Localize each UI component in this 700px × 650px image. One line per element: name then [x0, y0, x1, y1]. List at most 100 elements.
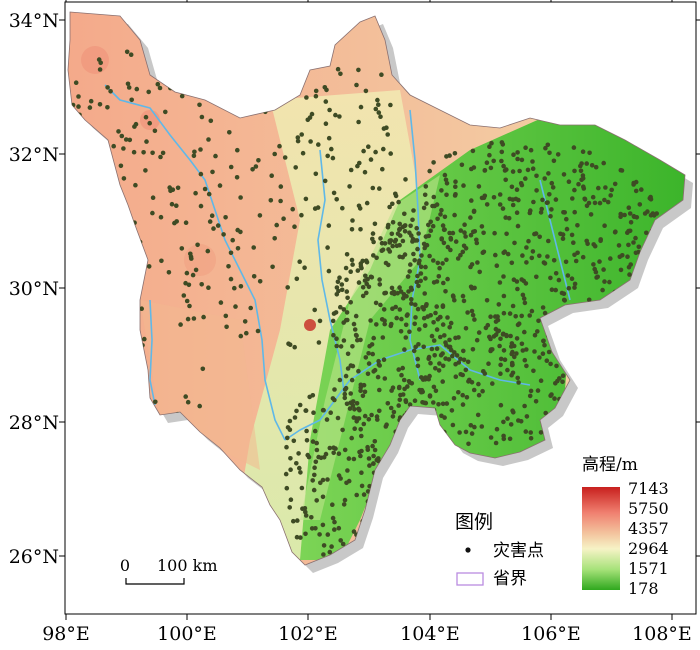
disaster-point — [502, 249, 508, 254]
disaster-point — [570, 196, 575, 201]
disaster-point — [438, 334, 443, 340]
disaster-point — [292, 224, 297, 229]
disaster-point — [372, 439, 378, 444]
disaster-point — [353, 313, 359, 319]
disaster-point — [190, 272, 196, 278]
disaster-point — [427, 393, 433, 398]
disaster-point — [381, 126, 387, 131]
disaster-point — [185, 316, 191, 322]
disaster-point — [175, 185, 181, 191]
disaster-point — [443, 340, 448, 345]
disaster-point — [433, 388, 439, 394]
disaster-point — [343, 373, 349, 379]
disaster-point — [401, 377, 407, 383]
disaster-point — [210, 169, 215, 175]
disaster-point — [366, 361, 372, 366]
disaster-point — [197, 403, 202, 409]
disaster-point — [542, 342, 547, 348]
disaster-point — [584, 203, 590, 209]
disaster-point — [566, 286, 572, 291]
disaster-point — [636, 244, 642, 250]
disaster-point — [320, 494, 326, 500]
disaster-point — [538, 378, 544, 384]
disaster-point — [382, 318, 387, 324]
disaster-point — [575, 250, 580, 256]
disaster-point — [434, 327, 440, 332]
disaster-point — [325, 532, 331, 537]
disaster-point — [193, 267, 199, 273]
disaster-point — [447, 325, 453, 330]
disaster-point — [509, 372, 514, 378]
disaster-point — [536, 318, 541, 324]
disaster-point — [423, 375, 428, 380]
disaster-point — [315, 205, 321, 210]
disaster-point — [597, 200, 603, 206]
disaster-point — [184, 270, 190, 276]
disaster-point — [411, 208, 416, 213]
disaster-point — [361, 148, 366, 154]
disaster-point — [159, 258, 164, 264]
disaster-point — [124, 49, 130, 55]
disaster-point — [209, 213, 215, 218]
disaster-point — [285, 285, 291, 290]
colorbar-title: 高程/m — [582, 455, 638, 475]
disaster-point — [398, 329, 404, 334]
disaster-point — [555, 152, 561, 157]
disaster-point — [540, 197, 545, 203]
disaster-point — [371, 253, 376, 258]
y-label-30: 30°N — [9, 278, 59, 300]
disaster-point — [349, 377, 355, 383]
disaster-point — [532, 349, 537, 354]
disaster-point — [134, 86, 140, 92]
disaster-point — [481, 195, 487, 201]
disaster-point — [390, 201, 395, 207]
disaster-point — [479, 424, 485, 429]
disaster-point — [251, 274, 257, 279]
disaster-point — [543, 410, 548, 416]
disaster-point — [432, 353, 438, 358]
disaster-point — [331, 311, 337, 316]
disaster-point — [351, 415, 357, 420]
disaster-point — [452, 350, 457, 355]
disaster-point — [366, 456, 372, 461]
disaster-point — [351, 529, 357, 534]
disaster-point — [554, 363, 559, 369]
disaster-point — [238, 195, 243, 200]
disaster-point — [378, 236, 383, 241]
disaster-point — [376, 456, 381, 461]
disaster-point — [465, 310, 470, 315]
disaster-point — [450, 293, 456, 299]
legend-boundary-label: 省界 — [493, 569, 527, 589]
disaster-point — [362, 169, 368, 175]
disaster-point — [223, 313, 229, 319]
disaster-point — [618, 267, 624, 273]
disaster-point — [481, 230, 486, 236]
disaster-point — [407, 402, 413, 407]
disaster-point — [88, 98, 94, 104]
disaster-point — [344, 480, 349, 486]
disaster-point — [343, 265, 349, 271]
disaster-point — [499, 149, 505, 155]
disaster-point — [452, 212, 457, 218]
disaster-point — [469, 262, 475, 267]
disaster-point — [602, 279, 607, 284]
disaster-point — [139, 306, 144, 312]
disaster-point — [443, 289, 448, 294]
disaster-point — [501, 293, 507, 299]
disaster-point — [358, 453, 363, 459]
disaster-point — [505, 367, 510, 373]
disaster-point — [497, 192, 503, 197]
disaster-point — [450, 422, 456, 428]
disaster-point — [393, 237, 399, 243]
disaster-point — [169, 201, 175, 207]
disaster-point — [431, 280, 437, 285]
disaster-point — [504, 231, 509, 237]
disaster-point — [367, 463, 372, 468]
disaster-point — [470, 148, 476, 154]
disaster-point — [377, 282, 383, 287]
disaster-point — [548, 361, 553, 367]
disaster-point — [309, 526, 315, 531]
disaster-point — [581, 184, 586, 189]
disaster-point — [589, 163, 595, 168]
y-axis-labels: 34°N 32°N 30°N 28°N 26°N — [9, 10, 59, 568]
